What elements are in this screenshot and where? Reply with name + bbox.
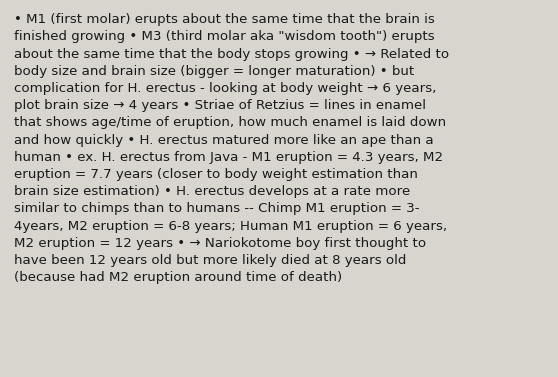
- Text: • M1 (first molar) erupts about the same time that the brain is
finished growing: • M1 (first molar) erupts about the same…: [14, 13, 449, 284]
